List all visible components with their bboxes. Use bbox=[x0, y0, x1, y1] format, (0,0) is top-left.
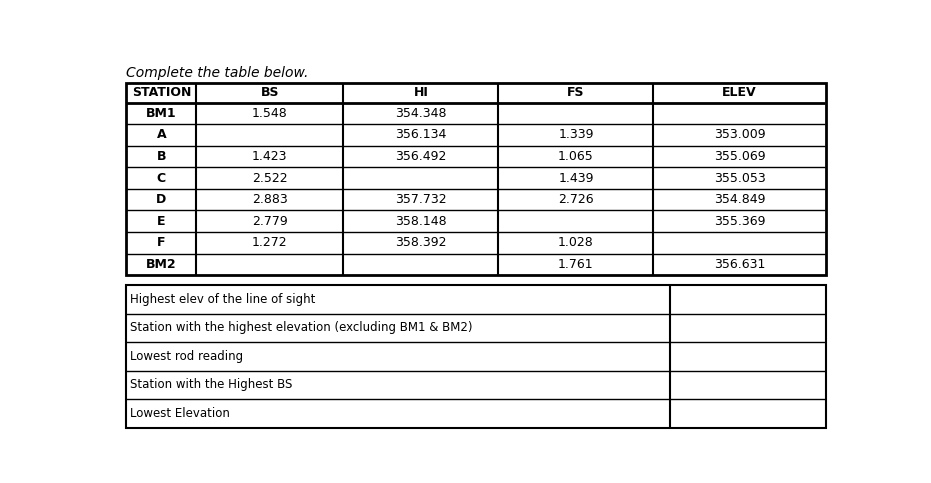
Text: C: C bbox=[156, 171, 166, 185]
Text: 1.423: 1.423 bbox=[252, 150, 288, 163]
Text: 354.348: 354.348 bbox=[395, 107, 447, 120]
Text: 356.631: 356.631 bbox=[714, 258, 765, 271]
Text: STATION: STATION bbox=[131, 86, 191, 99]
Text: 1.439: 1.439 bbox=[559, 171, 594, 185]
Text: B: B bbox=[156, 150, 166, 163]
Text: Complete the table below.: Complete the table below. bbox=[127, 66, 309, 80]
Text: BS: BS bbox=[261, 86, 279, 99]
Text: 2.726: 2.726 bbox=[559, 193, 594, 206]
Text: 355.369: 355.369 bbox=[714, 215, 765, 227]
Text: 1.028: 1.028 bbox=[558, 236, 594, 249]
Text: ELEV: ELEV bbox=[722, 86, 757, 99]
Text: 354.849: 354.849 bbox=[714, 193, 765, 206]
Text: HI: HI bbox=[413, 86, 428, 99]
Text: Lowest rod reading: Lowest rod reading bbox=[130, 350, 243, 363]
Text: A: A bbox=[156, 128, 166, 142]
Text: Station with the Highest BS: Station with the Highest BS bbox=[130, 378, 292, 391]
Text: 355.069: 355.069 bbox=[714, 150, 765, 163]
Text: 1.548: 1.548 bbox=[252, 107, 288, 120]
Bar bbox=[127, 83, 826, 275]
Text: 1.761: 1.761 bbox=[559, 258, 594, 271]
Text: Highest elev of the line of sight: Highest elev of the line of sight bbox=[130, 293, 316, 306]
Text: F: F bbox=[157, 236, 166, 249]
Text: 353.009: 353.009 bbox=[714, 128, 765, 142]
Text: 358.148: 358.148 bbox=[395, 215, 447, 227]
Text: 356.492: 356.492 bbox=[396, 150, 447, 163]
Text: 1.272: 1.272 bbox=[252, 236, 288, 249]
Text: 356.134: 356.134 bbox=[396, 128, 447, 142]
Text: 2.522: 2.522 bbox=[252, 171, 288, 185]
Text: D: D bbox=[156, 193, 167, 206]
Text: 1.339: 1.339 bbox=[559, 128, 594, 142]
Text: FS: FS bbox=[567, 86, 585, 99]
Text: 2.883: 2.883 bbox=[252, 193, 288, 206]
Text: 2.779: 2.779 bbox=[252, 215, 288, 227]
Text: BM2: BM2 bbox=[146, 258, 177, 271]
Text: 1.065: 1.065 bbox=[558, 150, 594, 163]
Text: 358.392: 358.392 bbox=[395, 236, 447, 249]
Text: E: E bbox=[157, 215, 166, 227]
Bar bbox=[127, 285, 826, 427]
Text: 355.053: 355.053 bbox=[713, 171, 765, 185]
Text: Station with the highest elevation (excluding BM1 & BM2): Station with the highest elevation (excl… bbox=[130, 321, 473, 334]
Text: 357.732: 357.732 bbox=[395, 193, 447, 206]
Text: BM1: BM1 bbox=[146, 107, 177, 120]
Text: Lowest Elevation: Lowest Elevation bbox=[130, 407, 230, 420]
